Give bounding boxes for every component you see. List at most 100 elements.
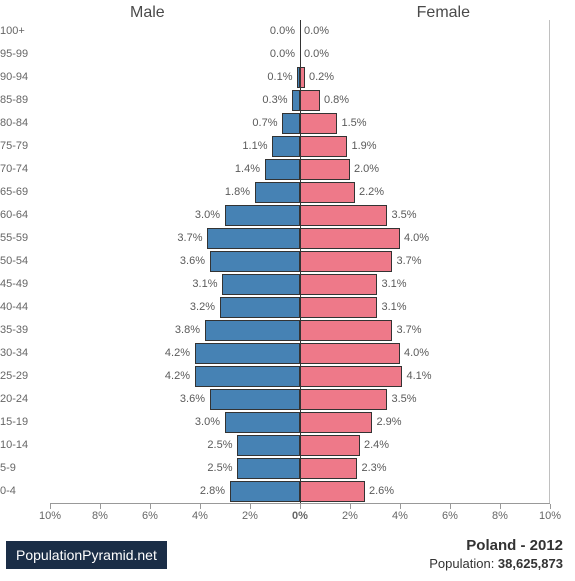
female-value: 2.6% xyxy=(369,480,394,503)
x-tick-label: 0% xyxy=(292,510,308,522)
age-label: 40-44 xyxy=(0,296,45,319)
male-value: 3.7% xyxy=(177,227,202,250)
male-value: 0.7% xyxy=(252,112,277,135)
male-value: 3.0% xyxy=(195,204,220,227)
x-tick-label: 10% xyxy=(39,510,61,522)
pyramid-chart: Male Female 100+0.0%0.0%95-990.0%0.0%90-… xyxy=(50,20,550,530)
female-value: 1.5% xyxy=(342,112,367,135)
male-value: 0.0% xyxy=(270,43,295,66)
population-line: Population: 38,625,873 xyxy=(429,556,563,571)
female-bar xyxy=(300,228,400,249)
male-value: 4.2% xyxy=(165,365,190,388)
male-bar xyxy=(207,228,300,249)
brand-badge: PopulationPyramid.net xyxy=(6,541,167,569)
x-tick-label: 2% xyxy=(342,510,358,522)
x-tick xyxy=(500,504,501,509)
age-label: 80-84 xyxy=(0,112,45,135)
female-value: 3.1% xyxy=(382,273,407,296)
female-bar xyxy=(300,297,378,318)
x-tick-label: 6% xyxy=(442,510,458,522)
female-value: 4.1% xyxy=(407,365,432,388)
female-value: 0.0% xyxy=(304,20,329,43)
age-label: 65-69 xyxy=(0,181,45,204)
x-tick-label: 2% xyxy=(242,510,258,522)
x-tick xyxy=(550,504,551,509)
female-bar xyxy=(300,389,388,410)
male-value: 3.2% xyxy=(190,296,215,319)
age-label: 20-24 xyxy=(0,388,45,411)
age-label: 75-79 xyxy=(0,135,45,158)
male-value: 3.8% xyxy=(175,319,200,342)
female-bar xyxy=(300,205,388,226)
female-value: 3.7% xyxy=(397,319,422,342)
male-bar xyxy=(195,343,300,364)
x-tick xyxy=(300,504,301,509)
chart-info: Poland - 2012 Population: 38,625,873 xyxy=(429,537,563,571)
female-bar xyxy=(300,182,355,203)
female-value: 2.9% xyxy=(377,411,402,434)
age-label: 15-19 xyxy=(0,411,45,434)
male-value: 3.0% xyxy=(195,411,220,434)
male-value: 2.8% xyxy=(200,480,225,503)
female-bar xyxy=(300,320,393,341)
female-bar xyxy=(300,481,365,502)
female-value: 3.1% xyxy=(382,296,407,319)
male-bar xyxy=(210,389,300,410)
female-value: 3.5% xyxy=(392,204,417,227)
female-value: 2.3% xyxy=(362,457,387,480)
male-bar xyxy=(225,412,300,433)
x-tick-label: 4% xyxy=(192,510,208,522)
male-value: 3.6% xyxy=(180,388,205,411)
female-bar xyxy=(300,90,320,111)
male-value: 2.5% xyxy=(207,434,232,457)
female-bar xyxy=(300,113,338,134)
age-label: 25-29 xyxy=(0,365,45,388)
male-bar xyxy=(255,182,300,203)
male-bar xyxy=(237,458,300,479)
female-value: 2.0% xyxy=(354,158,379,181)
female-bar xyxy=(300,412,373,433)
country-year: Poland - 2012 xyxy=(429,537,563,554)
female-value: 2.2% xyxy=(359,181,384,204)
age-label: 45-49 xyxy=(0,273,45,296)
female-bar xyxy=(300,274,378,295)
female-bar xyxy=(300,366,403,387)
male-value: 3.1% xyxy=(192,273,217,296)
x-tick xyxy=(250,504,251,509)
female-value: 4.0% xyxy=(404,227,429,250)
x-tick xyxy=(450,504,451,509)
female-bar xyxy=(300,458,358,479)
female-value: 4.0% xyxy=(404,342,429,365)
male-bar xyxy=(292,90,300,111)
male-value: 1.1% xyxy=(242,135,267,158)
age-label: 50-54 xyxy=(0,250,45,273)
age-label: 0-4 xyxy=(0,480,45,503)
male-value: 4.2% xyxy=(165,342,190,365)
male-bar xyxy=(205,320,300,341)
male-value: 1.8% xyxy=(225,181,250,204)
female-value: 0.8% xyxy=(324,89,349,112)
age-label: 60-64 xyxy=(0,204,45,227)
x-axis: 10%8%6%4%2%0%2%4%6%8%10% xyxy=(50,503,550,528)
male-bar xyxy=(265,159,300,180)
female-value: 0.2% xyxy=(309,66,334,89)
age-label: 85-89 xyxy=(0,89,45,112)
age-label: 95-99 xyxy=(0,43,45,66)
male-value: 2.5% xyxy=(207,457,232,480)
age-label: 70-74 xyxy=(0,158,45,181)
female-value: 1.9% xyxy=(352,135,377,158)
male-bar xyxy=(282,113,300,134)
x-tick xyxy=(150,504,151,509)
male-bar xyxy=(195,366,300,387)
male-bar xyxy=(237,435,300,456)
male-value: 0.3% xyxy=(262,89,287,112)
female-value: 0.0% xyxy=(304,43,329,66)
male-value: 0.1% xyxy=(267,66,292,89)
male-bar xyxy=(222,274,300,295)
female-bar xyxy=(300,435,360,456)
female-bar xyxy=(300,136,348,157)
female-bar xyxy=(300,159,350,180)
female-value: 3.7% xyxy=(397,250,422,273)
male-value: 1.4% xyxy=(235,158,260,181)
age-label: 90-94 xyxy=(0,66,45,89)
